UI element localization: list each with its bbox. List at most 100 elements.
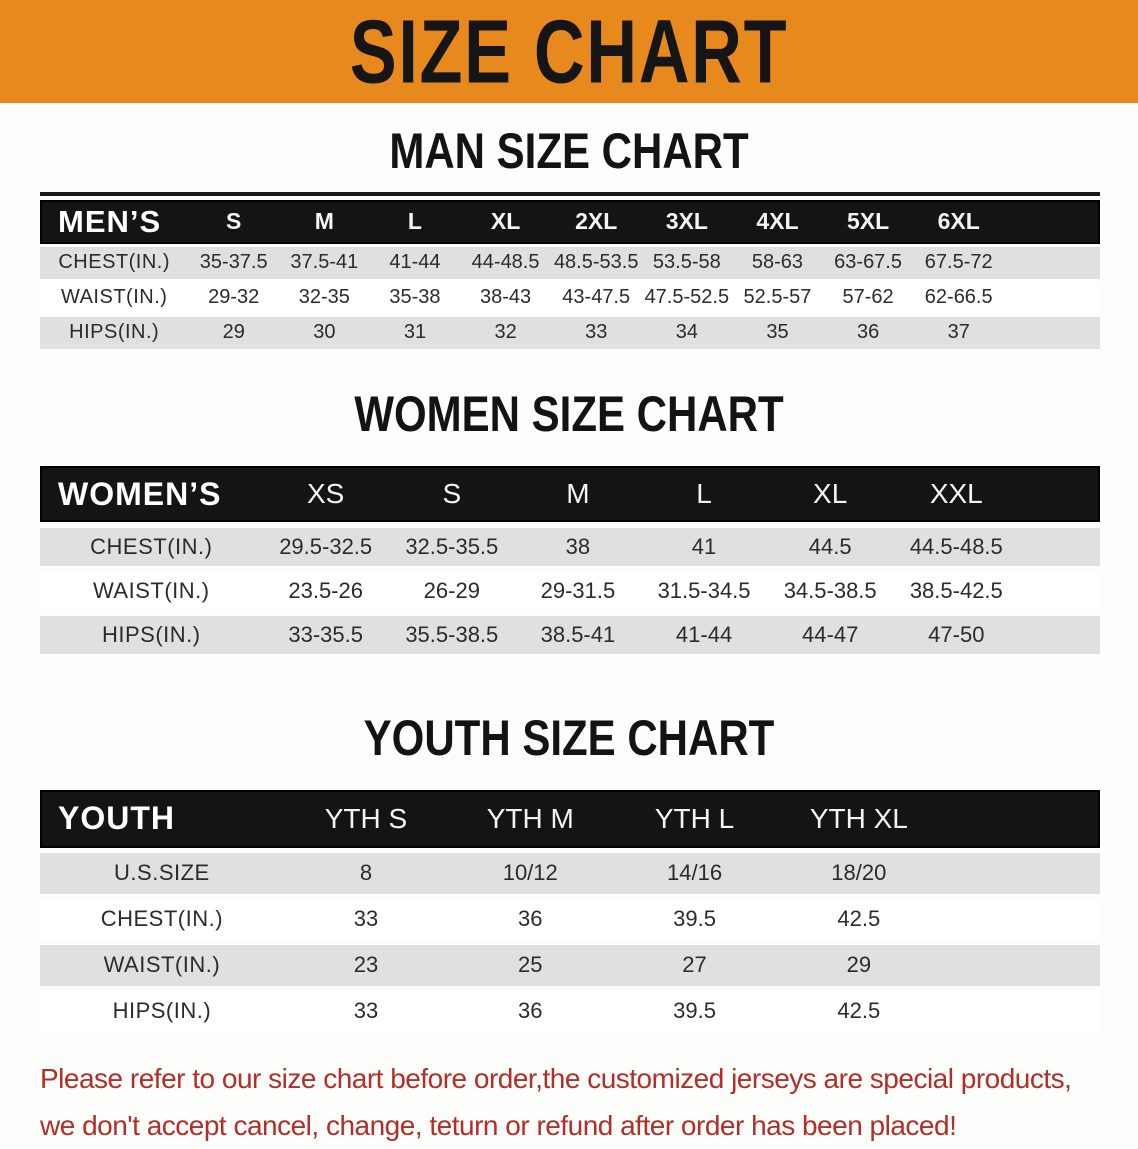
men-cell-0-0: 35-37.5 [188, 246, 280, 279]
youth-row-label-2: WAIST(IN.) [40, 944, 284, 986]
youth-size-header-2: YTH L [612, 789, 777, 848]
men-cell-0-2: 41-44 [369, 246, 461, 279]
men-cell-2-0: 29 [188, 316, 280, 349]
women-cell-1-0: 23.5-26 [262, 572, 389, 610]
women-header-filler [1019, 466, 1100, 522]
youth-cell-0-0: 8 [283, 852, 449, 894]
men-size-header-4: 2XL [550, 199, 642, 244]
disclaimer: Please refer to our size chart before or… [40, 1055, 1128, 1149]
men-cell-1-1: 32-35 [279, 281, 370, 314]
women-row-filler-2 [1019, 616, 1100, 654]
youth-row-filler-0 [940, 852, 1100, 894]
men-cell-2-3: 32 [460, 316, 551, 349]
women-cell-1-1: 26-29 [388, 572, 515, 610]
women-cell-0-5: 44.5-48.5 [893, 528, 1020, 566]
men-row-label-0: CHEST(IN.) [40, 246, 189, 279]
men-cell-1-2: 35-38 [369, 281, 461, 314]
men-cell-1-8: 62-66.5 [913, 281, 1005, 314]
men-size-header-1: M [279, 199, 370, 244]
women-size-table: WOMEN’S XS S M L XL XXL CHEST(IN.) 29.5-32.5 32.5… [40, 460, 1100, 660]
youth-size-header-1: YTH M [448, 789, 613, 848]
men-cell-1-4: 43-47.5 [550, 281, 642, 314]
women-size-section: WOMEN SIZE CHART WOMEN’S XS S M L XL XXL CHEST(… [0, 387, 1138, 661]
youth-row-1: CHEST(IN.) 33 36 39.5 42.5 [40, 898, 1100, 940]
women-size-header-3: L [640, 466, 768, 522]
men-cell-2-4: 33 [550, 316, 642, 349]
men-row-0: CHEST(IN.) 35-37.5 37.5-41 41-44 44-48.5 48.5… [40, 246, 1100, 279]
youth-cell-1-2: 39.5 [612, 898, 777, 940]
women-cell-0-1: 32.5-35.5 [388, 528, 515, 566]
youth-cell-2-2: 27 [612, 944, 777, 986]
youth-cell-1-0: 33 [283, 898, 449, 940]
men-cell-2-1: 30 [279, 316, 370, 349]
men-cell-0-4: 48.5-53.5 [550, 246, 642, 279]
youth-table-container: YOUTH YTH S YTH M YTH L YTH XL U.S.SIZE 8 10/12… [40, 785, 1100, 1037]
men-header-row: MEN’S S M L XL 2XL 3XL 4XL 5XL 6XL [40, 199, 1100, 244]
men-group-label: MEN’S [40, 199, 189, 244]
women-cell-2-3: 41-44 [640, 616, 768, 654]
men-cell-0-7: 63-67.5 [822, 246, 914, 279]
men-table-container: MEN’S S M L XL 2XL 3XL 4XL 5XL 6XL CHEST(IN.) 35-37… [40, 191, 1100, 352]
women-group-label: WOMEN’S [40, 466, 263, 522]
youth-size-header-0: YTH S [283, 789, 449, 848]
men-cell-2-8: 37 [913, 316, 1005, 349]
men-cell-0-8: 67.5-72 [913, 246, 1005, 279]
women-row-label-1: WAIST(IN.) [40, 572, 263, 610]
women-cell-1-5: 38.5-42.5 [893, 572, 1020, 610]
women-table-container: WOMEN’S XS S M L XL XXL CHEST(IN.) 29.5-32.5 32.5… [40, 460, 1100, 660]
women-cell-1-2: 29-31.5 [514, 572, 641, 610]
men-size-table: MEN’S S M L XL 2XL 3XL 4XL 5XL 6XL CHEST(IN.) 35-37… [40, 197, 1100, 352]
youth-size-table: YOUTH YTH S YTH M YTH L YTH XL U.S.SIZE 8 10/12… [40, 785, 1100, 1037]
men-cell-0-6: 58-63 [732, 246, 823, 279]
youth-row-0: U.S.SIZE 8 10/12 14/16 18/20 [40, 852, 1100, 894]
women-cell-1-3: 31.5-34.5 [640, 572, 768, 610]
youth-row-label-1: CHEST(IN.) [40, 898, 284, 940]
women-size-header-1: S [388, 466, 515, 522]
youth-header-filler [940, 789, 1100, 848]
men-row-1: WAIST(IN.) 29-32 32-35 35-38 38-43 43-47.5 47.… [40, 281, 1100, 314]
women-cell-2-4: 44-47 [767, 616, 894, 654]
youth-cell-3-2: 39.5 [612, 990, 777, 1032]
men-size-section: MAN SIZE CHART MEN’S S M L XL 2XL 3XL 4XL 5XL 6XL… [0, 125, 1138, 352]
women-cell-2-0: 33-35.5 [262, 616, 389, 654]
men-cell-1-7: 57-62 [822, 281, 914, 314]
women-size-header-4: XL [767, 466, 894, 522]
women-cell-0-2: 38 [514, 528, 641, 566]
men-row-filler-1 [1004, 281, 1100, 314]
youth-cell-2-3: 29 [776, 944, 941, 986]
men-cell-0-5: 53.5-58 [641, 246, 733, 279]
men-cell-2-2: 31 [369, 316, 461, 349]
men-cell-2-6: 35 [732, 316, 823, 349]
women-cell-0-0: 29.5-32.5 [262, 528, 389, 566]
men-cell-2-7: 36 [822, 316, 914, 349]
men-size-header-8: 6XL [913, 199, 1005, 244]
women-row-filler-0 [1019, 528, 1100, 566]
men-row-label-2: HIPS(IN.) [40, 316, 189, 349]
women-row-2: HIPS(IN.) 33-35.5 35.5-38.5 38.5-41 41-44 44-… [40, 616, 1100, 654]
youth-row-filler-1 [940, 898, 1100, 940]
youth-cell-2-0: 23 [283, 944, 449, 986]
men-header-filler [1004, 199, 1100, 244]
men-size-header-6: 4XL [732, 199, 823, 244]
women-cell-2-1: 35.5-38.5 [388, 616, 515, 654]
youth-group-label: YOUTH [40, 789, 284, 848]
men-size-header-5: 3XL [641, 199, 733, 244]
women-cell-0-4: 44.5 [767, 528, 894, 566]
youth-row-3: HIPS(IN.) 33 36 39.5 42.5 [40, 990, 1100, 1032]
men-row-filler-0 [1004, 246, 1100, 279]
men-cell-1-5: 47.5-52.5 [641, 281, 733, 314]
women-header-row: WOMEN’S XS S M L XL XXL [40, 466, 1100, 522]
youth-row-label-0: U.S.SIZE [40, 852, 284, 894]
disclaimer-line-2: we don't accept cancel, change, teturn o… [40, 1109, 957, 1141]
women-row-filler-1 [1019, 572, 1100, 610]
youth-cell-0-3: 18/20 [776, 852, 941, 894]
youth-cell-2-1: 25 [448, 944, 613, 986]
men-size-header-7: 5XL [822, 199, 914, 244]
men-cell-0-3: 44-48.5 [460, 246, 551, 279]
disclaimer-line-1: Please refer to our size chart before or… [40, 1062, 1072, 1094]
women-row-0: CHEST(IN.) 29.5-32.5 32.5-35.5 38 41 44.5 44.5… [40, 528, 1100, 566]
youth-row-filler-2 [940, 944, 1100, 986]
women-row-1: WAIST(IN.) 23.5-26 26-29 29-31.5 31.5-34.5 34… [40, 572, 1100, 610]
women-cell-2-5: 47-50 [893, 616, 1020, 654]
